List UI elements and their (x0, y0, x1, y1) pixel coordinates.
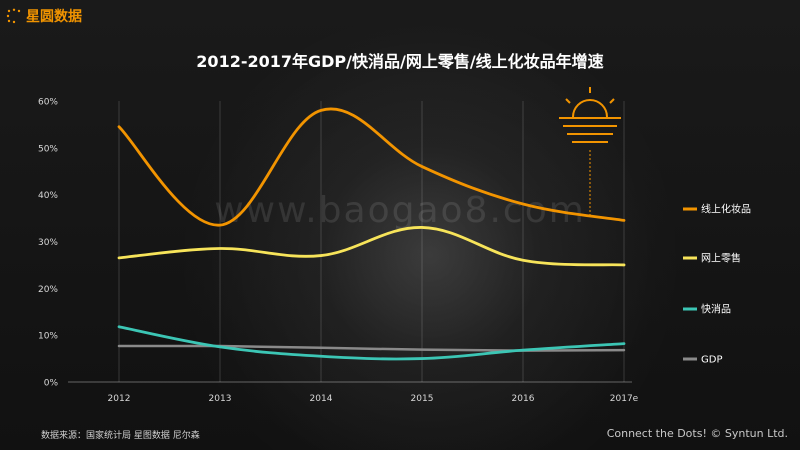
legend-label: 快消品 (701, 303, 731, 316)
watermark: www.baogao8.com (214, 190, 586, 231)
x-tick-label: 2014 (310, 394, 333, 404)
x-tick-label: 2016 (512, 394, 535, 404)
data-source-note: 数据来源：国家统计局 星图数据 尼尔森 (41, 431, 200, 441)
series-line-gdp (117, 344, 626, 352)
x-tick-label: 2013 (209, 394, 232, 404)
brand-name: 星圆数据 (26, 9, 82, 25)
chart-title: 2012-2017年GDP/快消品/网上零售/线上化妆品年增速 (196, 52, 604, 71)
y-tick-label: 10% (38, 332, 58, 342)
legend-label: GDP (701, 355, 722, 366)
legend-label: 线上化妆品 (701, 203, 751, 216)
x-tick-label: 2017e (610, 394, 639, 404)
sun-icon-part (609, 98, 615, 104)
y-tick-label: 50% (38, 144, 58, 154)
brand-logo: 星圆数据 (6, 6, 82, 26)
y-tick-label: 20% (38, 285, 58, 295)
y-tick-label: 40% (38, 191, 58, 201)
sun-icon (559, 87, 621, 215)
series-line-online-cosmetics (117, 107, 626, 227)
sun-icon-part (565, 98, 571, 104)
y-tick-label: 60% (38, 98, 58, 108)
x-tick-label: 2015 (411, 394, 434, 404)
y-tick-label: 0% (44, 379, 59, 389)
legend-label: 网上零售 (701, 252, 741, 265)
y-tick-label: 30% (38, 238, 58, 248)
series-line-fmcg (117, 325, 626, 361)
series-line-online-retail (117, 226, 626, 267)
sun-icon-part (572, 99, 608, 118)
footer-credit: Connect the Dots! © Syntun Ltd. (606, 427, 788, 440)
star-dots-icon (6, 8, 21, 24)
x-tick-label: 2012 (108, 394, 131, 404)
